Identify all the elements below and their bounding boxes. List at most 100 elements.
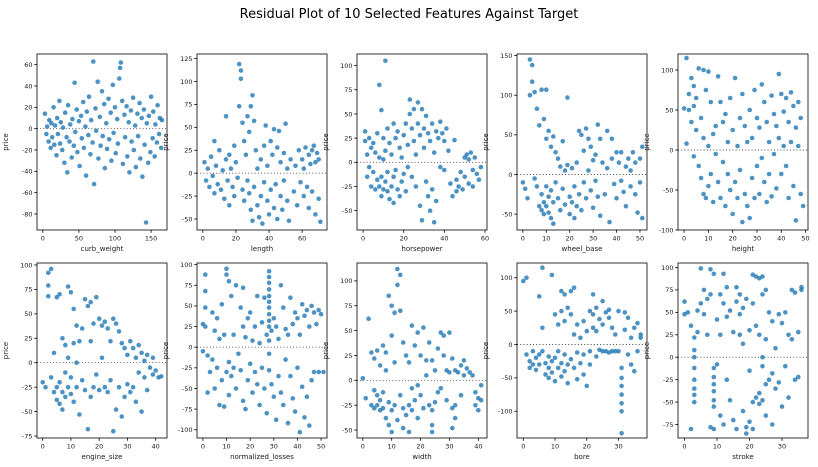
data-point bbox=[691, 154, 697, 159]
data-point bbox=[581, 180, 587, 185]
data-point bbox=[303, 145, 308, 150]
data-point bbox=[774, 123, 779, 129]
data-point bbox=[444, 397, 449, 403]
data-point bbox=[78, 113, 84, 119]
data-point bbox=[714, 362, 720, 367]
data-point bbox=[724, 284, 730, 290]
data-point bbox=[148, 94, 154, 99]
data-point bbox=[288, 157, 293, 162]
data-point bbox=[711, 381, 717, 387]
data-point bbox=[399, 179, 405, 184]
x-tick-label: 50 bbox=[75, 235, 83, 243]
data-point bbox=[60, 389, 65, 395]
data-point bbox=[67, 139, 72, 144]
data-point bbox=[141, 107, 147, 112]
data-point bbox=[540, 348, 545, 354]
data-point bbox=[265, 163, 270, 169]
data-point bbox=[128, 389, 133, 395]
data-point bbox=[521, 278, 526, 284]
data-point bbox=[559, 374, 564, 379]
scatter-points bbox=[200, 266, 326, 435]
data-point bbox=[395, 187, 400, 192]
data-point bbox=[692, 335, 697, 340]
data-point bbox=[133, 164, 139, 170]
data-point bbox=[366, 135, 372, 141]
data-point bbox=[54, 153, 59, 158]
data-point bbox=[383, 179, 388, 184]
y-tick-label: 100 bbox=[180, 261, 192, 269]
data-point bbox=[125, 154, 130, 159]
data-point bbox=[281, 178, 287, 183]
data-point bbox=[118, 60, 124, 65]
data-point bbox=[770, 371, 775, 376]
data-point bbox=[594, 354, 599, 359]
data-point bbox=[133, 355, 139, 361]
data-point bbox=[429, 422, 435, 428]
data-point bbox=[600, 160, 605, 165]
data-point bbox=[232, 193, 237, 199]
data-point bbox=[450, 405, 455, 411]
data-point bbox=[681, 106, 687, 111]
data-point bbox=[574, 203, 579, 209]
data-point bbox=[247, 361, 253, 367]
data-point bbox=[555, 156, 561, 161]
data-point bbox=[229, 373, 234, 379]
data-point bbox=[540, 265, 545, 271]
y-axis-label: price bbox=[322, 133, 330, 150]
x-tick-label: 30 bbox=[445, 443, 453, 451]
data-point bbox=[796, 99, 801, 105]
data-point bbox=[710, 199, 716, 205]
y-tick-label: -20 bbox=[22, 146, 33, 154]
data-point bbox=[266, 368, 272, 373]
data-point bbox=[762, 179, 767, 185]
data-point bbox=[405, 164, 411, 170]
data-point bbox=[571, 332, 577, 337]
data-point bbox=[309, 189, 315, 194]
data-point bbox=[119, 414, 125, 419]
data-point bbox=[77, 338, 82, 344]
data-point bbox=[698, 175, 704, 181]
data-point bbox=[718, 195, 723, 201]
y-tick-label: 50 bbox=[344, 110, 352, 118]
data-point bbox=[532, 176, 537, 181]
data-point bbox=[405, 142, 411, 148]
data-point bbox=[562, 368, 567, 374]
data-point bbox=[311, 369, 317, 375]
data-point bbox=[76, 118, 82, 124]
data-point bbox=[638, 332, 643, 337]
data-point bbox=[635, 210, 640, 215]
data-point bbox=[565, 362, 570, 367]
data-point bbox=[248, 104, 254, 109]
data-point bbox=[389, 407, 395, 413]
x-tick-label: 50 bbox=[801, 235, 809, 243]
data-point bbox=[102, 165, 108, 171]
data-point bbox=[139, 115, 144, 121]
data-point bbox=[613, 348, 618, 354]
data-point bbox=[218, 187, 224, 192]
data-point bbox=[423, 179, 429, 184]
data-point bbox=[771, 111, 777, 117]
data-point bbox=[721, 301, 726, 306]
data-point bbox=[238, 68, 244, 73]
y-tick-label: -25 bbox=[342, 401, 353, 409]
data-point bbox=[44, 124, 50, 129]
data-point bbox=[698, 301, 704, 306]
subplot-width: 0 10 20 30 40 100 75 50 25 0 -25 -50 width price bbox=[322, 262, 488, 461]
data-point bbox=[119, 340, 125, 346]
data-point bbox=[73, 129, 78, 135]
data-point bbox=[65, 355, 71, 361]
data-point bbox=[584, 328, 590, 334]
scatter-points bbox=[520, 57, 645, 226]
data-point bbox=[581, 318, 586, 324]
data-point bbox=[419, 106, 425, 112]
data-point bbox=[136, 342, 141, 348]
data-point bbox=[273, 324, 279, 329]
data-point bbox=[238, 76, 244, 82]
data-point bbox=[364, 174, 370, 180]
x-tick-label: 10 bbox=[222, 443, 230, 451]
data-point bbox=[77, 163, 82, 169]
data-point bbox=[83, 173, 89, 178]
y-tick-label: -50 bbox=[342, 426, 353, 434]
data-point bbox=[630, 150, 636, 155]
data-point bbox=[454, 189, 459, 194]
